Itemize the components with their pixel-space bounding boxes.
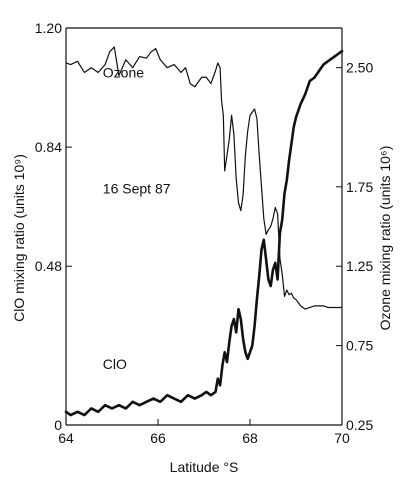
left-y-tick-label-0: 0 [54, 417, 62, 433]
annotation-ozone: Ozone [103, 65, 144, 81]
right-y-axis-ticks: 0.25 0.75 1.25 1.75 2.50 [336, 60, 373, 433]
annotation-clo: ClO [103, 356, 127, 372]
right-y-tick-label-1-25: 1.25 [346, 258, 373, 274]
x-tick-label-66: 66 [150, 430, 166, 446]
left-y-axis-title: ClO mixing ratio (units 10⁹) [11, 154, 27, 322]
right-y-tick-label-0-75: 0.75 [346, 338, 373, 354]
x-tick-label-64: 64 [58, 430, 74, 446]
series-layer [64, 46, 344, 417]
left-y-tick-label-0-48: 0.48 [35, 258, 62, 274]
right-y-tick-label-0-25: 0.25 [346, 417, 373, 433]
right-y-tick-label-1-75: 1.75 [346, 179, 373, 195]
ozone-series-line [65, 46, 343, 310]
x-axis-title: Latitude °S [170, 459, 239, 475]
x-tick-label-68: 68 [242, 430, 258, 446]
left-y-axis-ticks: 0 0.48 0.84 1.20 [35, 20, 72, 433]
annotations-layer: Ozone 16 Sept 87 ClO [103, 65, 171, 372]
x-axis-ticks: 64 66 68 70 [58, 419, 350, 446]
plot-frame [65, 27, 343, 426]
annotation-16-sept-87: 16 Sept 87 [103, 180, 171, 196]
x-tick-label-70: 70 [334, 430, 350, 446]
left-y-tick-label-0-84: 0.84 [35, 139, 62, 155]
right-y-tick-label-2-50: 2.50 [346, 60, 373, 76]
left-y-tick-label-1-20: 1.20 [35, 20, 62, 36]
clo-series-line [64, 49, 344, 417]
right-y-axis-title: Ozone mixing ratio (units 10⁶) [377, 146, 393, 331]
